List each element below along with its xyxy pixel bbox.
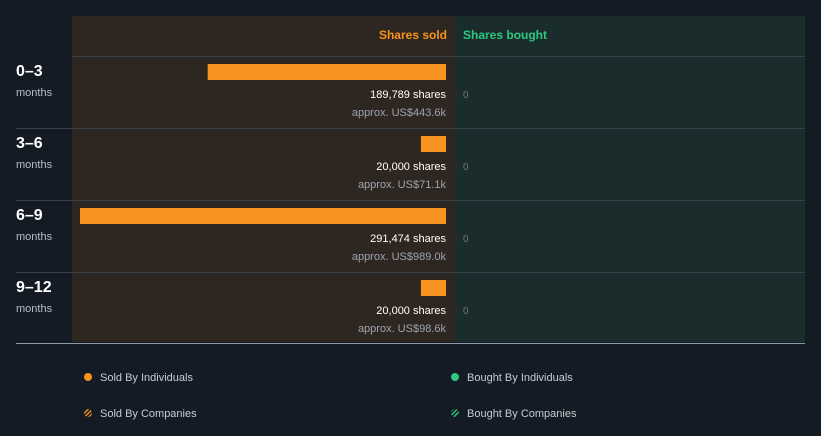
- sold-value-label: approx. US$443.6k: [352, 107, 447, 119]
- sold-value-label: approx. US$71.1k: [358, 179, 447, 191]
- bought-shares-label: 0: [463, 306, 469, 317]
- bought-shares-label: 0: [463, 90, 469, 101]
- period-range-label: 9–12: [16, 279, 52, 296]
- sold-bar: [207, 64, 446, 80]
- period-unit-label: months: [16, 231, 53, 243]
- legend-label: Bought By Individuals: [467, 372, 573, 384]
- sold-value-label: approx. US$98.6k: [358, 323, 447, 335]
- legend-label: Sold By Companies: [100, 408, 197, 420]
- period-unit-label: months: [16, 87, 53, 99]
- bought-shares-label: 0: [463, 162, 469, 173]
- legend-item: Sold By Companies: [84, 408, 197, 420]
- sold-shares-label: 20,000 shares: [376, 305, 446, 317]
- period-row: 6–9 months 291,474 shares approx. US$989.0k…: [16, 200, 805, 263]
- period-unit-label: months: [16, 303, 53, 315]
- legend-label: Sold By Individuals: [100, 372, 193, 384]
- sold-shares-label: 291,474 shares: [370, 233, 446, 245]
- period-unit-label: months: [16, 159, 53, 171]
- period-range-label: 6–9: [16, 207, 43, 224]
- sold-shares-label: 20,000 shares: [376, 161, 446, 173]
- bought-panel: [455, 16, 805, 342]
- period-row: 0–3 months 189,789 shares approx. US$443.6k…: [16, 56, 805, 119]
- period-range-label: 3–6: [16, 135, 43, 152]
- legend: Sold By Individuals Bought By Individuals…: [84, 372, 577, 420]
- sold-bar: [420, 136, 446, 152]
- period-row: 9–12 months 20,000 shares approx. US$98.6k 0: [16, 272, 805, 335]
- header-shares-sold: Shares sold: [379, 28, 447, 42]
- legend-hatch-icon: [84, 409, 92, 417]
- sold-bar: [80, 208, 446, 224]
- legend-item: Bought By Individuals: [451, 372, 573, 384]
- legend-dot-icon: [84, 373, 92, 381]
- sold-bar: [420, 280, 446, 296]
- sold-value-label: approx. US$989.0k: [352, 251, 447, 263]
- period-range-label: 0–3: [16, 63, 43, 80]
- legend-hatch-icon: [451, 409, 459, 417]
- legend-dot-icon: [451, 373, 459, 381]
- header-shares-bought: Shares bought: [463, 28, 547, 42]
- legend-label: Bought By Companies: [467, 408, 577, 420]
- period-row: 3–6 months 20,000 shares approx. US$71.1k 0: [16, 128, 805, 191]
- bought-shares-label: 0: [463, 234, 469, 245]
- sold-shares-label: 189,789 shares: [370, 89, 446, 101]
- legend-item: Bought By Companies: [451, 408, 577, 420]
- legend-item: Sold By Individuals: [84, 372, 193, 384]
